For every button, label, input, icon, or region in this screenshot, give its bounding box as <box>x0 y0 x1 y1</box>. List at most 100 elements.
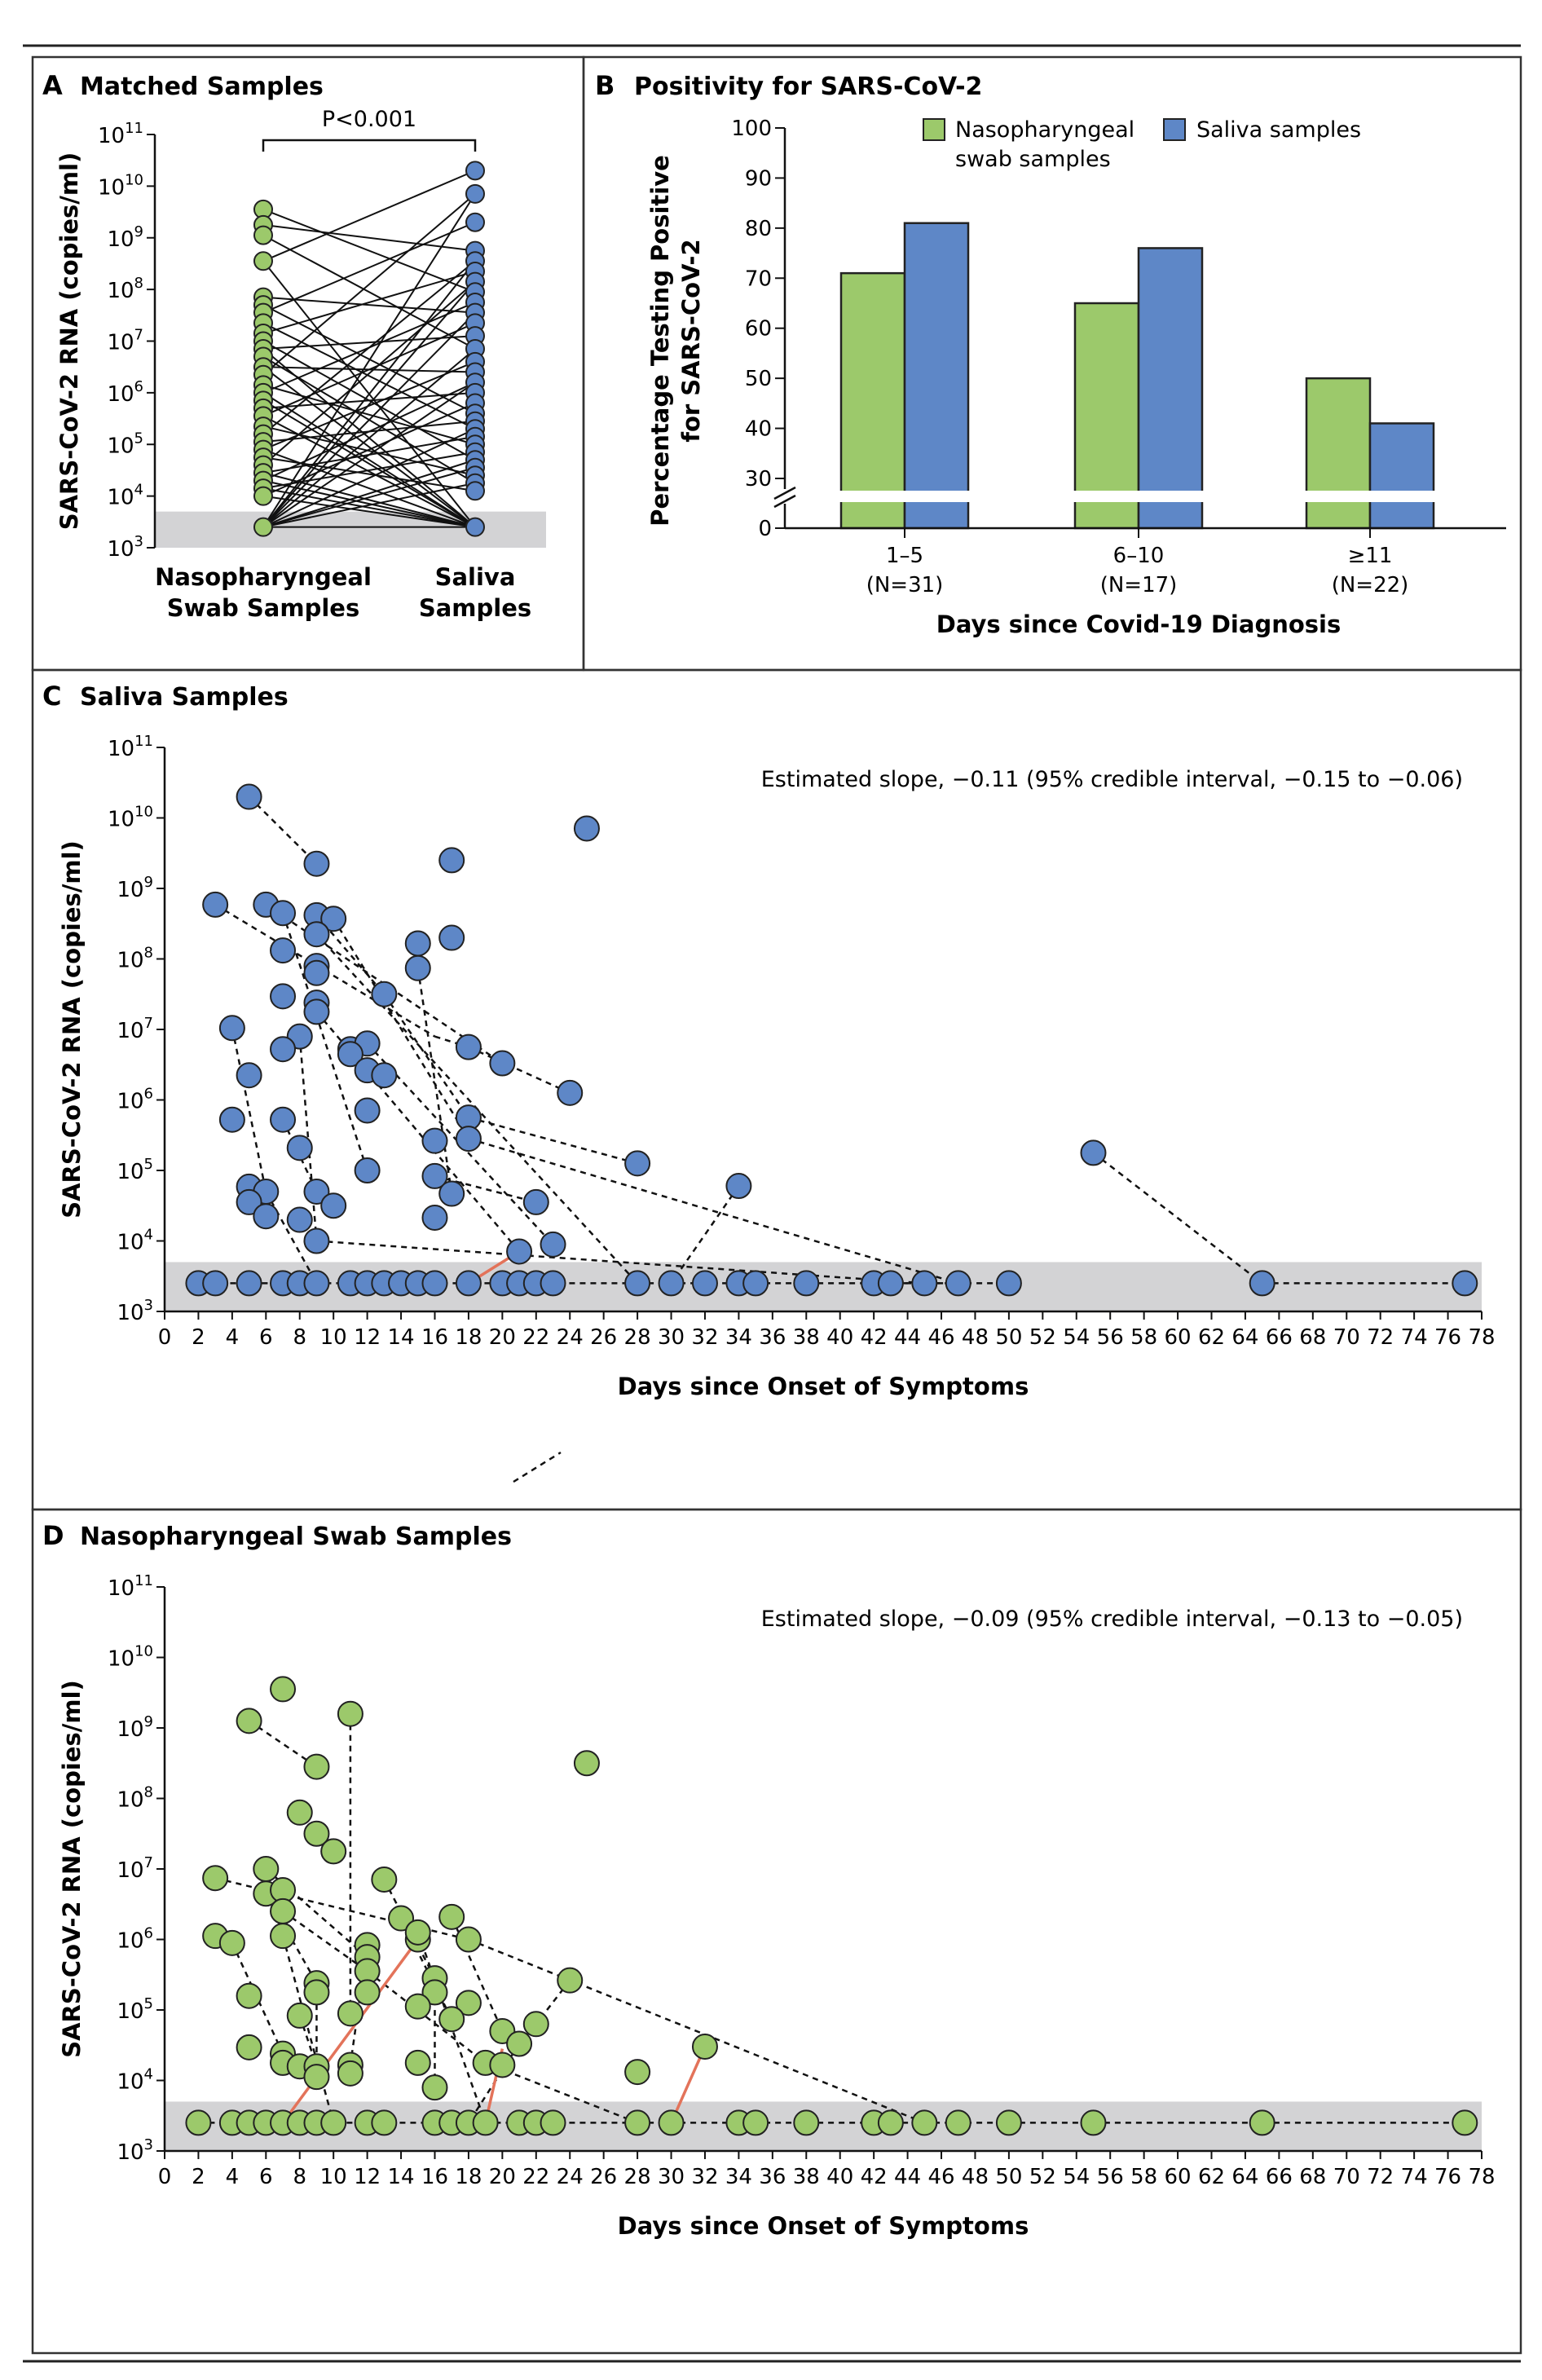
panel-a-title: Matched Samples <box>80 73 324 101</box>
data-point <box>624 2059 651 2086</box>
panel-c-saliva-chart: C Saliva Samples Estimated slope, −0.11 (9… <box>42 681 1496 1483</box>
data-point <box>404 1919 431 1946</box>
data-point <box>202 1865 229 1892</box>
y-tick-label: 105 <box>107 430 143 458</box>
pair-line <box>262 270 476 334</box>
data-point <box>320 1838 347 1865</box>
y-tick-label: 105 <box>117 1156 153 1184</box>
data-point <box>236 1982 262 2009</box>
x-tick-label: 32 <box>691 2165 718 2189</box>
x-tick-label: 10 <box>320 2165 347 2189</box>
panel-b-letter: B <box>595 70 615 101</box>
x-category-label: 6–10 <box>1113 544 1165 568</box>
y-tick-label: 60 <box>745 317 772 342</box>
y-tick-label: 80 <box>745 217 772 241</box>
pair-line <box>262 487 476 528</box>
data-point <box>270 937 297 964</box>
y-tick-label: 106 <box>117 1086 153 1114</box>
pair-line <box>262 348 476 528</box>
data-point <box>421 1270 448 1297</box>
data-point <box>438 847 465 874</box>
data-point <box>371 1062 398 1089</box>
pair-line <box>262 208 476 293</box>
x-category-label: 1–5 <box>886 544 923 568</box>
data-point <box>540 1231 566 1258</box>
data-point <box>303 1227 330 1254</box>
x-tick-label: 36 <box>759 1325 786 1350</box>
data-point <box>236 783 262 810</box>
data-point <box>236 2034 262 2060</box>
data-point <box>270 1106 297 1133</box>
y-tick-label: 108 <box>107 275 143 303</box>
data-point <box>1249 1270 1275 1297</box>
data-point <box>725 1173 752 1200</box>
x-tick-label: 34 <box>725 2165 752 2189</box>
x-tick-label: 16 <box>421 2165 448 2189</box>
data-point <box>286 1206 313 1233</box>
saliva-point <box>465 161 485 181</box>
dashed-trajectory <box>468 1938 925 2124</box>
x-tick-label: 10 <box>320 1325 347 1350</box>
y-tick-label: 90 <box>745 166 772 191</box>
panel-b-positivity-chart: B Positivity for SARS-CoV-2 Nasopharyngeal… <box>595 70 1506 638</box>
data-point <box>742 1270 769 1297</box>
data-point <box>303 921 330 948</box>
data-point <box>404 1993 431 2020</box>
dashed-trajectory <box>468 1137 959 1285</box>
dashed-trajectory <box>1092 1152 1263 1285</box>
x-tick-label: 44 <box>894 2165 921 2189</box>
data-point <box>303 959 330 986</box>
pair-line <box>262 482 476 528</box>
x-tick-label: 28 <box>624 2165 651 2189</box>
y-tick-label: 50 <box>745 367 772 391</box>
y-tick-label: 108 <box>117 1784 153 1813</box>
pair-line <box>262 428 476 528</box>
y-axis-label-line1: Percentage Testing Positive <box>646 155 674 527</box>
dashed-trajectory <box>670 1185 740 1285</box>
data-point <box>388 1905 415 1932</box>
x-tick-label: 4 <box>226 2165 240 2189</box>
dashed-trajectory <box>248 1720 318 1768</box>
data-point <box>438 924 465 951</box>
x-tick-label: 14 <box>388 1325 415 1350</box>
data-point <box>320 1192 347 1219</box>
x-tick-label: 66 <box>1266 1325 1293 1350</box>
data-point <box>253 1856 280 1882</box>
y-axis-label: SARS-CoV-2 RNA (copies/ml) <box>55 152 83 531</box>
x-tick-label: 44 <box>894 1325 921 1350</box>
x-tick-label: 6 <box>259 1325 273 1350</box>
x-tick-label: 36 <box>759 2165 786 2189</box>
x-tick-label: 24 <box>557 2165 584 2189</box>
y-tick-label: 1011 <box>98 120 143 148</box>
x-axis-label: Days since Covid-19 Diagnosis <box>936 610 1341 638</box>
data-point <box>421 1162 448 1189</box>
data-point <box>691 1270 718 1297</box>
x-tick-label: 70 <box>1333 1325 1360 1350</box>
data-point <box>557 1079 584 1106</box>
slope-annotation: Estimated slope, −0.09 (95% credible int… <box>761 1606 1463 1632</box>
pair-line <box>262 193 476 376</box>
x-tick-label: 32 <box>691 1325 718 1350</box>
data-point <box>658 2109 685 2136</box>
x-tick-label: 38 <box>793 2165 820 2189</box>
y-tick-label: 1011 <box>108 733 153 761</box>
y-tick-label: 106 <box>117 1925 153 1954</box>
dashed-trajectory <box>468 1046 571 1094</box>
x-tick-label: 4 <box>226 1325 240 1350</box>
data-point <box>337 1041 363 1068</box>
data-point <box>303 850 330 877</box>
y-tick-label: 104 <box>117 2066 153 2095</box>
x-tick-label: 68 <box>1299 1325 1326 1350</box>
nasopharyngeal-point <box>253 486 273 506</box>
pair-line <box>262 402 476 497</box>
pair-line <box>262 448 476 528</box>
x-tick-label: 62 <box>1198 1325 1225 1350</box>
limit-of-detection-band <box>155 511 546 548</box>
x-tick-label: 38 <box>793 1325 820 1350</box>
data-point <box>421 1979 448 2006</box>
data-point <box>270 1897 297 1924</box>
data-point <box>911 1270 938 1297</box>
x-tick-label: 16 <box>421 1325 448 1350</box>
pair-line <box>262 234 476 350</box>
panel-a-matched-samples: A Matched Samples 103 104 105 106 107 108 109 101… <box>42 70 546 622</box>
